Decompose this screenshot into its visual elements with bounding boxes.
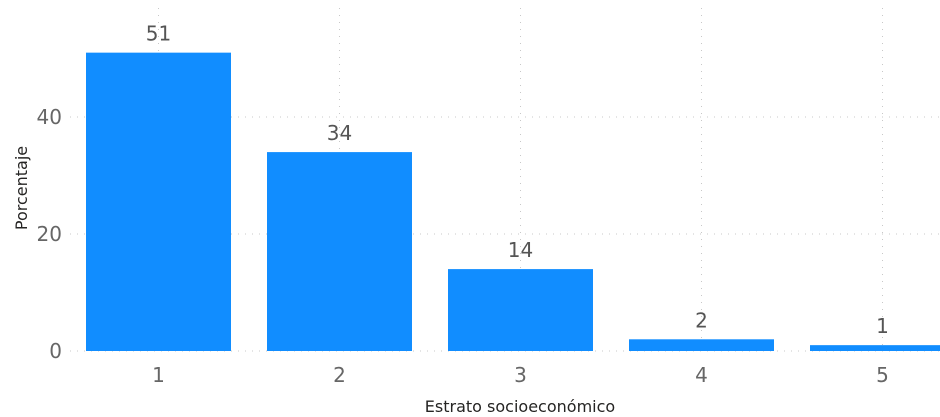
x-tick-label-4: 4	[695, 363, 708, 387]
data-labels: 51 34 14 2 1	[146, 22, 889, 338]
data-label-5: 1	[876, 314, 889, 338]
y-tick-label: 0	[49, 339, 62, 363]
bar-5[interactable]	[810, 345, 940, 351]
x-axis-ticks: 1 2 3 4 5	[152, 363, 889, 387]
y-axis-title: Porcentaje	[12, 146, 31, 230]
y-tick-label: 40	[37, 105, 62, 129]
x-tick-label-3: 3	[514, 363, 527, 387]
bar-1[interactable]	[86, 52, 231, 352]
data-label-2: 34	[327, 121, 352, 145]
bar-2[interactable]	[267, 152, 412, 351]
bar-3[interactable]	[448, 269, 593, 351]
x-tick-label-1: 1	[152, 363, 165, 387]
x-tick-label-2: 2	[333, 363, 346, 387]
y-tick-label: 20	[37, 222, 62, 246]
data-label-4: 2	[695, 308, 708, 332]
bars	[86, 52, 940, 352]
data-label-1: 51	[146, 22, 171, 46]
bar-4[interactable]	[629, 339, 774, 351]
data-label-3: 14	[508, 238, 533, 262]
x-axis-title: Estrato socioeconómico	[425, 397, 615, 416]
y-axis-ticks: 0 20 40	[37, 105, 62, 363]
x-tick-label-5: 5	[876, 363, 889, 387]
